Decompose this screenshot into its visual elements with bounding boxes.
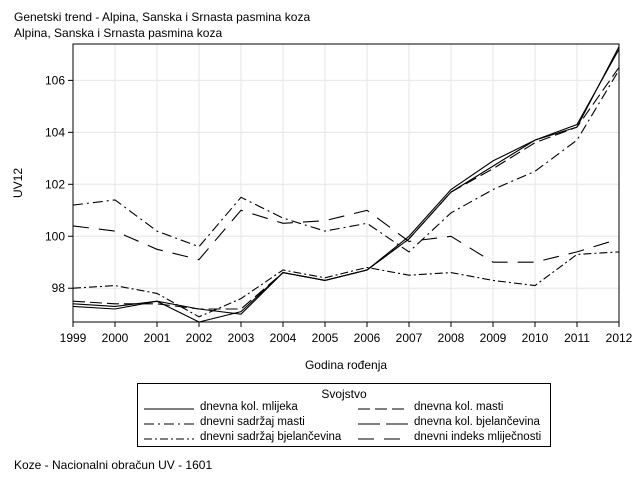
legend-swatch <box>358 423 408 425</box>
x-tick-label: 2006 <box>354 331 381 345</box>
legend-label: dnevni indeks mliječnosti <box>414 431 542 443</box>
x-tick-label: 2000 <box>102 331 129 345</box>
legend-label: dnevna kol. mlijeka <box>200 401 298 413</box>
plot-frame <box>72 43 620 323</box>
x-tick-label: 2004 <box>270 331 297 345</box>
y-tick-label: 106 <box>45 73 65 87</box>
series-line-5 <box>73 251 619 318</box>
legend-swatch <box>358 408 408 410</box>
series-line-3 <box>73 69 619 253</box>
legend-label: dnevna kol. masti <box>414 401 504 413</box>
series-line-2 <box>73 67 619 310</box>
series-line-6 <box>73 209 619 263</box>
x-axis-label: Godina rođenja <box>305 358 387 372</box>
legend-label: dnevni sadržaj masti <box>200 416 305 428</box>
chart-subtitle: Alpina, Sanska i Srnasta pasmina koza <box>14 26 223 40</box>
legend-title: Svojstvo <box>321 387 367 401</box>
x-tick-label: 2011 <box>564 331 590 345</box>
x-tick-label: 1999 <box>60 331 87 345</box>
footnote: Koze - Nacionalni obračun UV - 1601 <box>14 458 213 472</box>
x-tick-label: 2005 <box>312 331 339 345</box>
x-tick-label: 2009 <box>480 331 507 345</box>
legend-swatch <box>144 423 194 425</box>
y-tick-label: 104 <box>45 125 65 139</box>
chart-title: Genetski trend - Alpina, Sanska i Srnast… <box>14 10 311 24</box>
x-tick-label: 2001 <box>144 331 171 345</box>
legend-label: dnevni sadržaj bjelančevina <box>200 431 342 443</box>
y-axis-label: UV12 <box>11 168 25 198</box>
legend-swatch <box>144 438 194 440</box>
x-tick-label: 2012 <box>606 331 633 345</box>
y-tick-label: 98 <box>52 281 66 295</box>
legend-swatch <box>144 408 194 410</box>
legend-label: dnevna kol. bjelančevina <box>414 416 540 428</box>
line-chart: 1999 2000 2001 2002 2003 2004 2005 2006 2007 2008… <box>11 43 633 372</box>
x-tick-label: 2003 <box>228 331 255 345</box>
series-line-4 <box>73 46 619 315</box>
x-tick-label: 2002 <box>186 331 213 345</box>
x-tick-label: 2010 <box>522 331 549 345</box>
legend: Svojstvo dnevna kol. mlijeka dnevna kol.… <box>137 383 551 447</box>
y-tick-label: 102 <box>45 177 65 191</box>
series-line-1 <box>73 48 619 322</box>
x-tick-label: 2008 <box>438 331 465 345</box>
legend-swatch <box>358 438 408 440</box>
x-tick-label: 2007 <box>396 331 423 345</box>
y-tick-label: 100 <box>45 229 65 243</box>
